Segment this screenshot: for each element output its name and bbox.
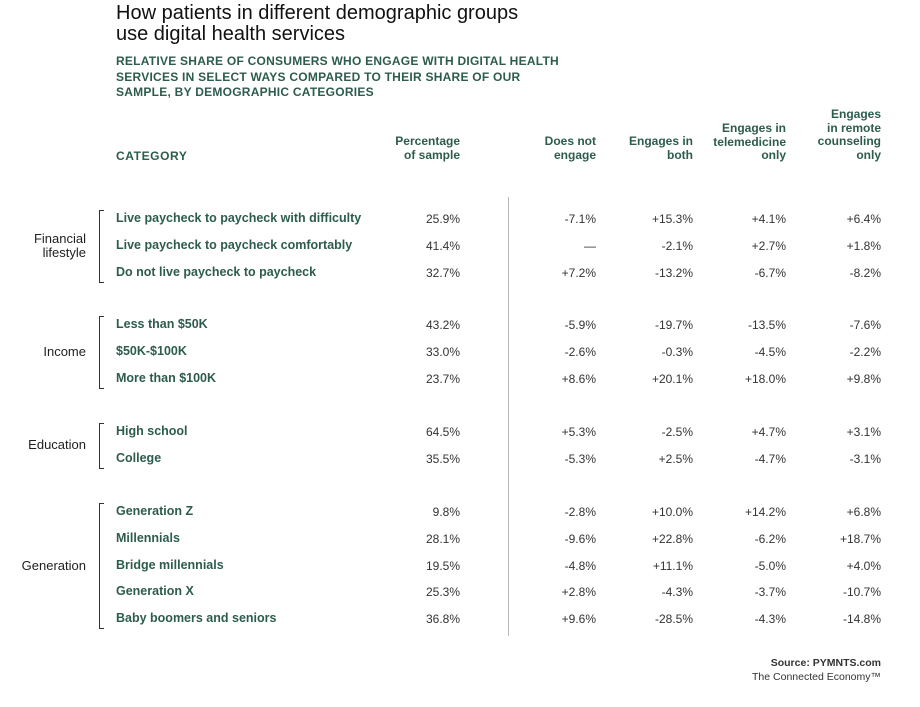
chart-title: How patients in different demographic gr…	[116, 2, 519, 45]
row-label: Live paycheck to paycheck comfortably	[116, 237, 353, 252]
data-cell: -2.2%	[849, 344, 881, 359]
data-cell: -9.6%	[564, 531, 596, 546]
group-label: Education	[28, 437, 86, 453]
data-cell: -7.1%	[564, 212, 596, 226]
data-cell: -8.2%	[849, 265, 881, 280]
data-cell: -13.2%	[654, 265, 693, 280]
row-label: College	[116, 450, 162, 465]
data-cell: 36.8%	[425, 612, 460, 627]
data-cell: 28.1%	[425, 531, 460, 546]
group-label: Income	[43, 343, 86, 359]
data-cell: +2.7%	[751, 238, 786, 253]
data-cell: -3.1%	[849, 451, 881, 466]
data-cell: -3.7%	[754, 585, 786, 600]
data-cell: +11.1%	[652, 558, 693, 573]
data-cell: -13.5%	[747, 318, 786, 332]
data-cell: -4.3%	[661, 585, 693, 600]
data-cell: -0.3%	[661, 344, 693, 359]
data-cell: +9.8%	[846, 371, 881, 386]
row-label: Less than $50K	[116, 317, 208, 331]
data-cell: +1.8%	[846, 238, 881, 253]
data-cell: 23.7%	[425, 371, 460, 386]
data-cell: 9.8%	[432, 505, 460, 519]
row-label: Live paycheck to paycheck with difficult…	[116, 211, 362, 225]
data-cell: 41.4%	[425, 238, 460, 253]
row-label: Do not live paycheck to paycheck	[116, 264, 317, 279]
data-cell: -5.0%	[754, 558, 786, 573]
data-cell: -5.3%	[564, 451, 596, 466]
column-header-5: Engages in remote counseling only	[817, 107, 881, 162]
data-cell: +4.7%	[751, 425, 786, 439]
data-cell: +8.6%	[561, 371, 596, 386]
group-bracket	[99, 210, 104, 283]
data-cell: +15.3%	[651, 212, 693, 226]
data-cell: +9.6%	[561, 612, 596, 627]
row-label: Generation X	[116, 584, 194, 599]
data-cell: 35.5%	[425, 451, 460, 466]
data-cell: +2.5%	[658, 451, 693, 466]
data-cell: +6.4%	[846, 212, 881, 226]
data-cell: +2.8%	[561, 585, 596, 600]
group-bracket	[99, 503, 104, 630]
data-cell: +6.8%	[846, 505, 881, 519]
data-cell: 64.5%	[425, 425, 460, 439]
row-label: High school	[116, 424, 188, 438]
data-cell: +14.2%	[744, 505, 786, 519]
data-cell: -2.1%	[661, 238, 693, 253]
data-cell: -2.8%	[564, 505, 596, 519]
data-cell: +5.3%	[561, 425, 596, 439]
category-header: CATEGORY	[116, 149, 188, 163]
row-label: $50K-$100K	[116, 343, 187, 358]
column-header-3: Engages in both	[628, 134, 693, 162]
data-cell: +4.0%	[846, 558, 881, 573]
data-cell: -28.5%	[654, 612, 693, 627]
data-cell: -2.5%	[661, 425, 693, 439]
data-cell: +22.8%	[651, 531, 693, 546]
data-cell: 19.5%	[425, 558, 460, 573]
data-cell: —	[584, 238, 596, 253]
data-cell: +20.1%	[651, 371, 693, 386]
row-label: More than $100K	[116, 370, 217, 385]
data-cell: +4.1%	[751, 212, 786, 226]
data-cell: -7.6%	[849, 318, 881, 332]
row-label: Bridge millennials	[116, 557, 224, 572]
data-cell: -2.6%	[564, 344, 596, 359]
data-cell: +18.0%	[744, 371, 786, 386]
data-cell: -5.9%	[564, 318, 596, 332]
data-cell: +18.7%	[839, 531, 881, 546]
data-cell: +7.2%	[561, 265, 596, 280]
column-divider	[508, 197, 509, 636]
tagline: The Connected Economy™	[752, 671, 881, 683]
group-bracket	[99, 316, 104, 389]
data-cell: 43.2%	[425, 318, 460, 332]
data-cell: -19.7%	[654, 318, 693, 332]
data-cell: 33.0%	[425, 344, 460, 359]
group-label: Generation	[21, 557, 86, 573]
row-label: Baby boomers and seniors	[116, 611, 277, 626]
data-cell: +3.1%	[846, 425, 881, 439]
data-cell: +10.0%	[651, 505, 693, 519]
chart-subtitle: RELATIVE SHARE OF CONSUMERS WHO ENGAGE W…	[116, 54, 559, 99]
group-label: Financial lifestyle	[33, 230, 86, 260]
data-cell: 32.7%	[425, 265, 460, 280]
row-label: Generation Z	[116, 504, 194, 518]
data-cell: -4.8%	[564, 558, 596, 573]
data-cell: -4.5%	[754, 344, 786, 359]
data-cell: -4.3%	[754, 612, 786, 627]
column-header-2: Does not engage	[544, 134, 596, 162]
data-cell: 25.9%	[425, 212, 460, 226]
data-cell: -14.8%	[842, 612, 881, 627]
row-label: Millennials	[116, 530, 180, 545]
data-cell: -10.7%	[842, 585, 881, 600]
data-cell: -6.7%	[754, 265, 786, 280]
column-header-1: Percentage of sample	[395, 134, 460, 162]
column-header-4: Engages in telemedicine only	[713, 121, 786, 162]
data-cell: 25.3%	[425, 585, 460, 600]
group-bracket	[99, 423, 104, 469]
data-cell: -4.7%	[754, 451, 786, 466]
data-cell: -6.2%	[754, 531, 786, 546]
source-note: Source: PYMNTS.com	[770, 657, 881, 669]
